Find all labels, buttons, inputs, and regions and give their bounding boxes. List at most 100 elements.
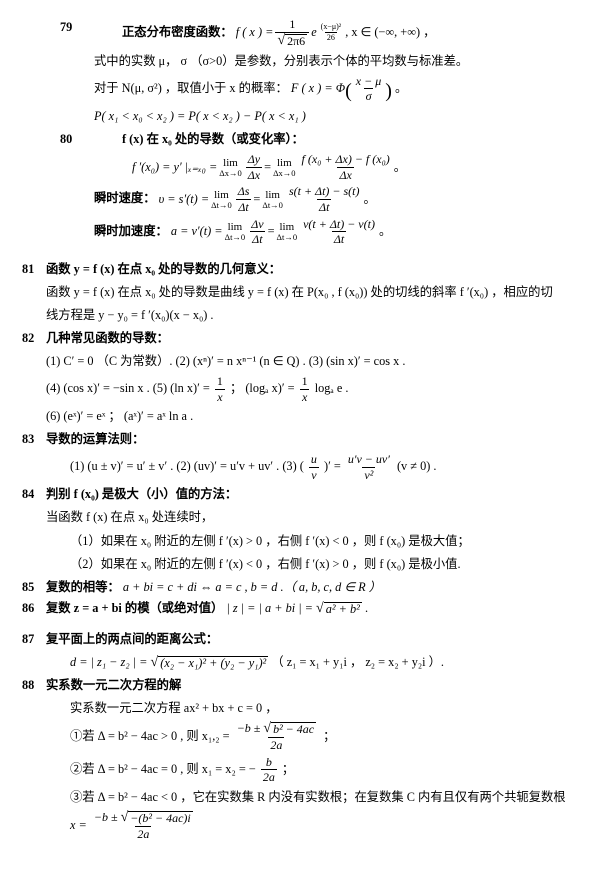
item-80: 80 f (x) 在 x₀ 处的导数（或变化率）： — [22, 130, 578, 149]
i82f1t: 1 — [215, 375, 225, 389]
i86-b: . — [365, 601, 368, 615]
item-79-body: 正态分布密度函数： f ( x ) = 1 √2π6 e (x−μ)² 26 ,… — [122, 18, 578, 48]
eq1: = — [264, 158, 271, 177]
i85-title: 复数的相等： — [46, 580, 120, 594]
item-86-num: 86 — [22, 599, 46, 618]
i80-l3a: a = v′(t) = — [171, 222, 223, 241]
l2limb: Δt→0 — [211, 201, 232, 210]
item-86: 86 复数 z = a + bi 的模（或绝对值） | z | = | a + … — [22, 599, 578, 618]
l3limb: Δt→0 — [225, 233, 246, 242]
i88l5sq: −(b² − 4ac)i — [128, 811, 192, 825]
i88-l3a: ②若 Δ = b² − 4ac = 0 , 则 x₁ = x₂ = − — [70, 762, 256, 776]
rad-sym: √ — [277, 34, 285, 48]
i88l3t: b — [264, 756, 274, 770]
item-79-l4: P( x₁ < x₀ < x₂ ) = P( x < x₂ ) − P( x <… — [22, 107, 578, 126]
i88-l2-top: −b ± √b² − 4ac — [235, 722, 318, 737]
f79-frac1-bot: √2π6 — [275, 32, 309, 48]
i86-title: 复数 z = a + bi 的模（或绝对值） — [46, 601, 223, 615]
i86-sq: a² + b² — [324, 602, 362, 616]
i86-a: | z | = | a + bi | = — [226, 601, 313, 615]
item-82: 82 几种常见函数的导数： — [22, 329, 578, 348]
lim2a: lim — [277, 158, 292, 169]
item-82-num: 82 — [22, 329, 46, 348]
item-80-num: 80 — [22, 130, 122, 149]
i82f2t: 1 — [300, 375, 310, 389]
i80-l2-lbl: 瞬时速度： — [94, 191, 156, 205]
i88l2ta: −b ± — [237, 721, 264, 735]
fr1t: Δy — [246, 153, 262, 167]
i82f2b: x — [300, 389, 309, 404]
f79-frac1-top: 1 — [287, 18, 297, 32]
item-88-num: 88 — [22, 676, 46, 695]
i87-l1a: d = | z₁ − z₂ | = — [70, 655, 147, 669]
item-87-title: 复平面上的两点间的距离公式： — [46, 630, 578, 649]
item-79-formula: f ( x ) = 1 √2π6 e (x−μ)² 26 , x ∈ (−∞, … — [236, 18, 436, 48]
rad-arg: 2π6 — [285, 34, 307, 48]
item-83-l1: (1) (u ± v)′ = u′ ± v′ . (2) (uv)′ = u′v… — [22, 453, 578, 481]
i83-l1a: (1) (u ± v)′ = u′ ± v′ . (2) (uv)′ = u′v… — [70, 459, 304, 473]
rad87: √ — [151, 656, 159, 670]
item-82-title: 几种常见函数的导数： — [46, 329, 578, 348]
item-87: 87 复平面上的两点间的距离公式： — [22, 630, 578, 649]
rad86: √ — [316, 602, 324, 616]
lim1a: lim — [223, 158, 238, 169]
item-84-l1: 当函数 f (x) 在点 x₀ 处连续时， — [22, 508, 578, 527]
item-79: 79 正态分布密度函数： f ( x ) = 1 √2π6 e (x−μ)² 2… — [22, 18, 578, 48]
item-88-l1: 实系数一元二次方程 ax² + bx + c = 0 ， — [22, 699, 578, 718]
item-79-l2: 式中的实数 μ， σ （σ>0）是参数，分别表示个体的平均数与标准差。 — [22, 52, 578, 71]
i88-l5-top: −b ± √−(b² − 4ac)i — [92, 811, 195, 826]
f79-frac1: 1 √2π6 — [275, 18, 309, 48]
i83f2t: u′v − uv′ — [346, 453, 392, 467]
item-80-f1: f ′(x₀) = y′ |ₓ₌ₓ₀ = limΔx→0 ΔyΔx = limΔ… — [22, 153, 578, 181]
l2limb2: Δt→0 — [262, 201, 283, 210]
item-86-body: 复数 z = a + bi 的模（或绝对值） | z | = | a + bi … — [46, 599, 578, 618]
l2f2b: Δt — [317, 199, 331, 214]
i79-l3-bot: σ — [364, 88, 374, 103]
fr1b: Δx — [246, 167, 262, 182]
i83-l1c: (v ≠ 0) . — [397, 459, 437, 473]
item-79-num: 79 — [22, 18, 122, 48]
item-83-num: 83 — [22, 430, 46, 449]
rad88b: √ — [121, 811, 129, 825]
item-80-title: f (x) 在 x₀ 处的导数（或变化率）： — [122, 130, 578, 149]
l3f2b: Δt — [332, 231, 346, 246]
item-79-title: 正态分布密度函数： — [122, 25, 233, 39]
fr2b: Δx — [337, 167, 353, 182]
item-88-l5: x = −b ± √−(b² − 4ac)i 2a — [22, 811, 578, 841]
item-85: 85 复数的相等： a + bi = c + di ⇔ a = c , b = … — [22, 578, 578, 597]
i88l5ta: −b ± — [94, 810, 121, 824]
dot1: 。 — [394, 158, 406, 177]
i80-l2a: υ = s′(t) = — [159, 190, 210, 209]
item-80-l3: 瞬时加速度： a = v′(t) = limΔt→0 ΔvΔt = limΔt→… — [22, 218, 578, 246]
item-81-title: 函数 y = f (x) 在点 x₀ 处的导数的几何意义： — [46, 260, 578, 279]
i88l2sq: b² − 4ac — [271, 722, 316, 736]
item-81-num: 81 — [22, 260, 46, 279]
fr2t: f (x₀ + Δx) − f (x₀) — [300, 153, 392, 167]
dot2: 。 — [364, 190, 376, 209]
lim1b: Δx→0 — [219, 169, 241, 178]
item-84-l3: （2）如果在 x₀ 附近的左侧 f ′(x) < 0 ，右侧 f ′(x) > … — [22, 555, 578, 574]
item-84-l2: （1）如果在 x₀ 附近的左侧 f ′(x) > 0 ，右侧 f ′(x) < … — [22, 532, 578, 551]
item-84: 84 判别 f (x₀) 是极大（小）值的方法： — [22, 485, 578, 504]
i88-l5a: x = — [70, 818, 87, 832]
f79-exp-bot: 26 — [325, 32, 337, 42]
l2f1t: Δs — [236, 185, 252, 199]
item-84-num: 84 — [22, 485, 46, 504]
l2f1b: Δt — [236, 199, 250, 214]
i80-f1a: f ′(x₀) = y′ |ₓ₌ₓ₀ = — [132, 158, 217, 177]
item-79-l3: 对于 N(μ, σ²) ，取值小于 x 的概率： F ( x ) = Φ ( x… — [22, 75, 578, 103]
l2eq: = — [253, 190, 260, 209]
i88-l2a: ①若 Δ = b² − 4ac > 0 , 则 x₁,₂ = — [70, 729, 230, 743]
item-88-l3: ②若 Δ = b² − 4ac = 0 , 则 x₁ = x₂ = − b2a … — [22, 756, 578, 784]
i82-l2c: logₐ e . — [315, 381, 349, 395]
i79-l3a: 对于 N(μ, σ²) ，取值小于 x 的概率： — [94, 81, 288, 95]
lim2b: Δx→0 — [273, 169, 295, 178]
i82-l2a: (4) (cos x)′ = −sin x . (5) (ln x)′ = — [46, 381, 210, 395]
l3f1t: Δv — [249, 218, 265, 232]
i79-l3d: 。 — [395, 81, 407, 95]
item-82-l1: (1) C′ = 0 （C 为常数）. (2) (xⁿ)′ = n xⁿ⁻¹ (… — [22, 352, 578, 371]
item-85-num: 85 — [22, 578, 46, 597]
l3f2t: v(t + Δt) − v(t) — [301, 218, 377, 232]
i87-l1b: （ z₁ = x₁ + y₁i ， z₂ = x₂ + y₂i ）. — [271, 655, 444, 669]
i88-l2-bot: 2a — [268, 737, 284, 752]
